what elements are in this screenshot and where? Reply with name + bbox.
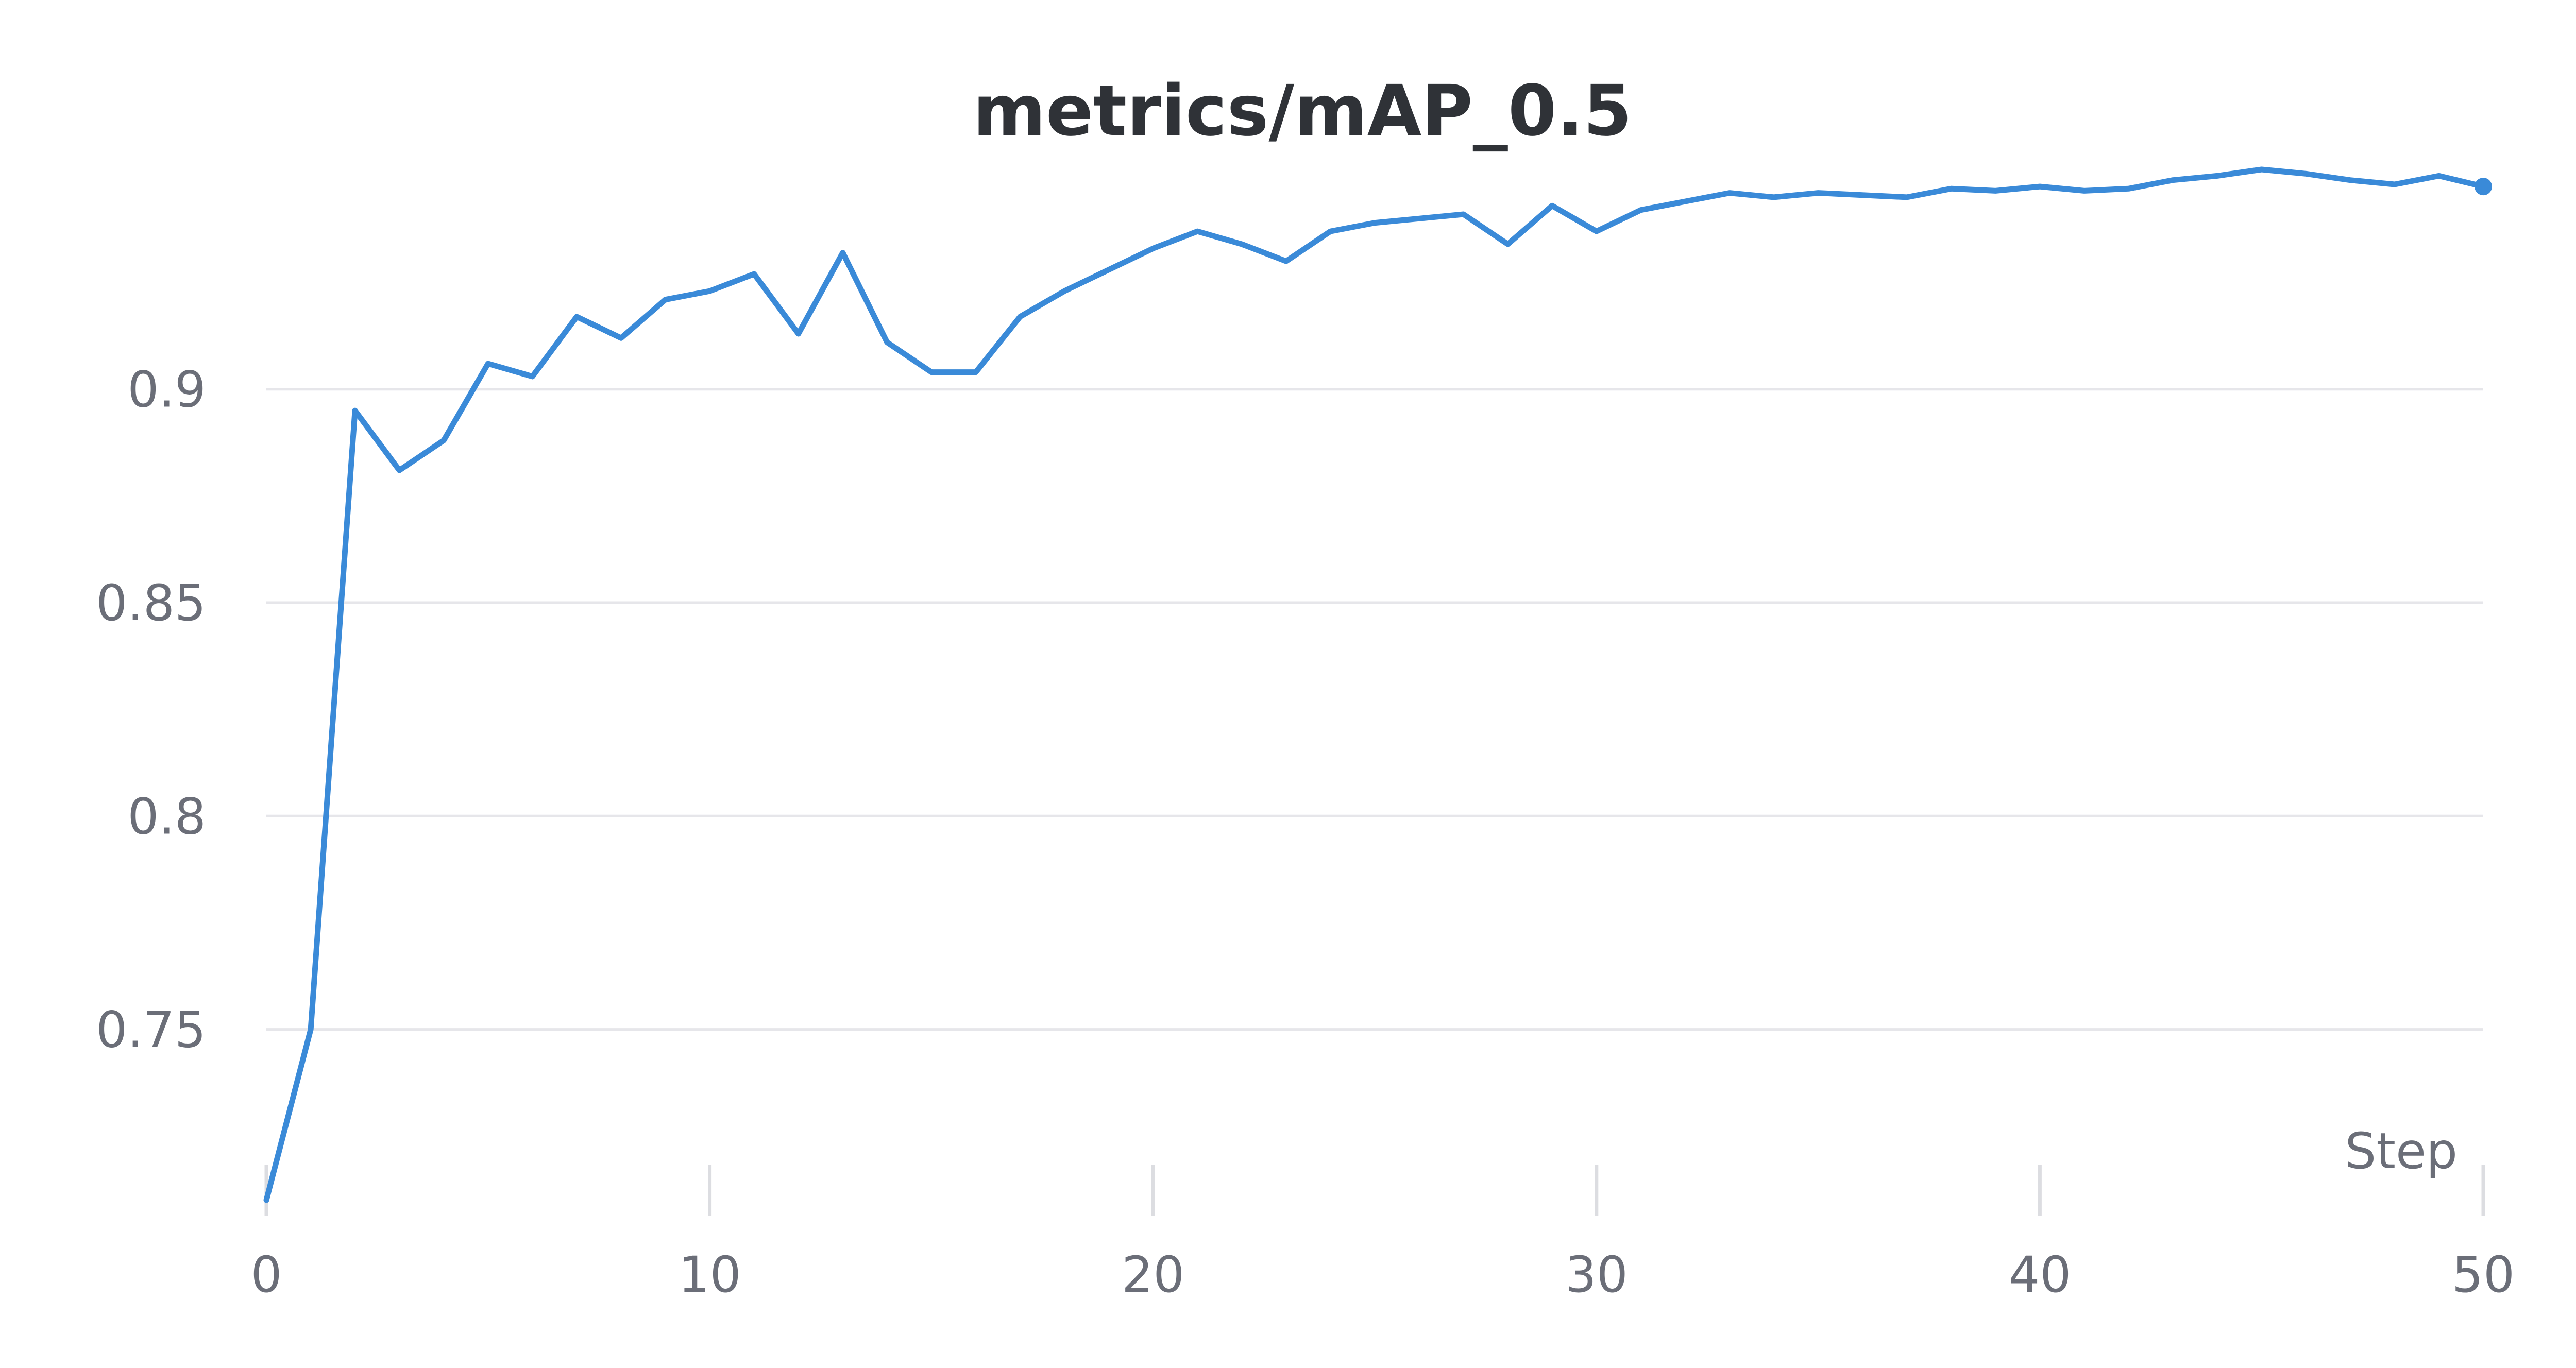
x-tick-label: 40: [2008, 1246, 2071, 1304]
x-tick-labels: 0 10 20 30 40 50: [250, 1246, 2515, 1304]
y-gridlines: [266, 388, 2483, 1031]
chart-title: metrics/mAP_0.5: [973, 71, 1632, 152]
y-tick-label: 0.9: [127, 361, 206, 419]
series-end-point: [2475, 178, 2492, 196]
series-line: [263, 166, 2486, 1203]
y-tick-label: 0.8: [127, 788, 206, 845]
x-axis-label: Step: [2345, 1122, 2458, 1180]
x-tick-label: 20: [1122, 1246, 1184, 1304]
y-tick-label: 0.75: [96, 1001, 206, 1059]
x-tick-label: 50: [2452, 1246, 2515, 1304]
series-layer: [263, 166, 2492, 1203]
x-tick-marks: [264, 1165, 2485, 1216]
x-tick-label: 10: [679, 1246, 741, 1304]
y-tick-label: 0.85: [96, 574, 206, 632]
x-tick-label: 0: [250, 1246, 282, 1304]
x-tick-label: 30: [1565, 1246, 1628, 1304]
y-tick-labels: 0.75 0.8 0.85 0.9: [96, 361, 206, 1059]
